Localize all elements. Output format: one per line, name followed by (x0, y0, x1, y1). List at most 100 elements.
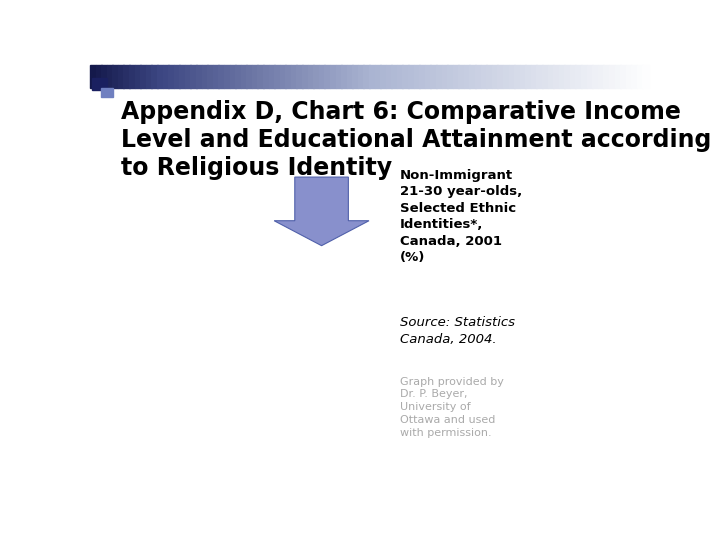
Bar (564, 65, 570, 87)
Bar (397, 65, 403, 87)
Bar (374, 65, 381, 87)
Bar (570, 65, 576, 87)
Bar (330, 65, 336, 87)
Bar (190, 65, 197, 87)
Bar (263, 65, 269, 87)
Bar (459, 65, 464, 87)
Bar (431, 65, 436, 87)
Bar (620, 65, 626, 87)
Bar (593, 65, 598, 87)
Bar (168, 65, 174, 87)
Bar (185, 65, 191, 87)
Bar (475, 65, 481, 87)
Bar (297, 65, 302, 87)
Bar (352, 65, 359, 87)
Bar (224, 65, 230, 87)
Bar (419, 65, 426, 87)
Text: Appendix D, Chart 6: Comparative Income
Level and Educational Attainment accordi: Appendix D, Chart 6: Comparative Income … (121, 100, 711, 180)
Bar (246, 65, 253, 87)
Bar (207, 65, 213, 87)
Bar (291, 65, 297, 87)
Bar (285, 65, 292, 87)
Bar (598, 65, 604, 87)
Bar (536, 65, 543, 87)
Bar (163, 65, 168, 87)
Bar (386, 65, 392, 87)
Bar (307, 65, 314, 87)
Bar (469, 65, 476, 87)
Bar (202, 65, 208, 87)
Bar (631, 65, 637, 87)
Bar (280, 65, 286, 87)
Bar (503, 65, 509, 87)
Bar (575, 65, 582, 87)
Bar (637, 65, 643, 87)
Bar (157, 65, 163, 87)
Bar (369, 65, 375, 87)
Bar (252, 65, 258, 87)
Bar (179, 65, 186, 87)
Bar (240, 65, 247, 87)
Bar (615, 65, 621, 87)
Bar (402, 65, 409, 87)
Bar (464, 65, 470, 87)
Bar (364, 65, 369, 87)
Bar (587, 65, 593, 87)
Bar (347, 65, 353, 87)
Bar (129, 65, 135, 87)
Bar (526, 65, 531, 87)
Bar (453, 65, 459, 87)
Bar (358, 65, 364, 87)
Bar (140, 65, 146, 87)
Text: Source: Statistics
Canada, 2004.: Source: Statistics Canada, 2004. (400, 316, 515, 346)
Bar (408, 65, 414, 87)
Bar (196, 65, 202, 87)
Bar (447, 65, 454, 87)
Bar (151, 65, 158, 87)
Bar (124, 65, 130, 87)
Bar (508, 65, 515, 87)
Bar (436, 65, 442, 87)
Bar (341, 65, 347, 87)
Bar (174, 65, 180, 87)
Bar (118, 65, 124, 87)
Bar (96, 65, 102, 87)
Bar (258, 65, 264, 87)
Bar (520, 65, 526, 87)
Bar (90, 65, 96, 87)
Bar (380, 65, 387, 87)
Bar (559, 65, 565, 87)
Bar (425, 65, 431, 87)
Polygon shape (274, 177, 369, 246)
Bar (547, 65, 554, 87)
Bar (413, 65, 420, 87)
Bar (603, 65, 610, 87)
Bar (101, 87, 114, 97)
Bar (609, 65, 615, 87)
Bar (302, 65, 308, 87)
Text: Graph provided by
Dr. P. Beyer,
University of
Ottawa and used
with permission.: Graph provided by Dr. P. Beyer, Universi… (400, 377, 503, 438)
Bar (319, 65, 325, 87)
Bar (230, 65, 235, 87)
Bar (336, 65, 342, 87)
Bar (107, 65, 113, 87)
Bar (112, 65, 119, 87)
Bar (235, 65, 241, 87)
Bar (324, 65, 330, 87)
Bar (213, 65, 219, 87)
Bar (581, 65, 588, 87)
Bar (481, 65, 487, 87)
Bar (531, 65, 537, 87)
Bar (313, 65, 320, 87)
Bar (145, 65, 152, 87)
Bar (642, 65, 649, 87)
Bar (274, 65, 280, 87)
Bar (626, 65, 632, 87)
Bar (542, 65, 548, 87)
Bar (269, 65, 275, 87)
Bar (441, 65, 448, 87)
Bar (514, 65, 521, 87)
Bar (91, 78, 107, 90)
Bar (553, 65, 559, 87)
Bar (486, 65, 492, 87)
